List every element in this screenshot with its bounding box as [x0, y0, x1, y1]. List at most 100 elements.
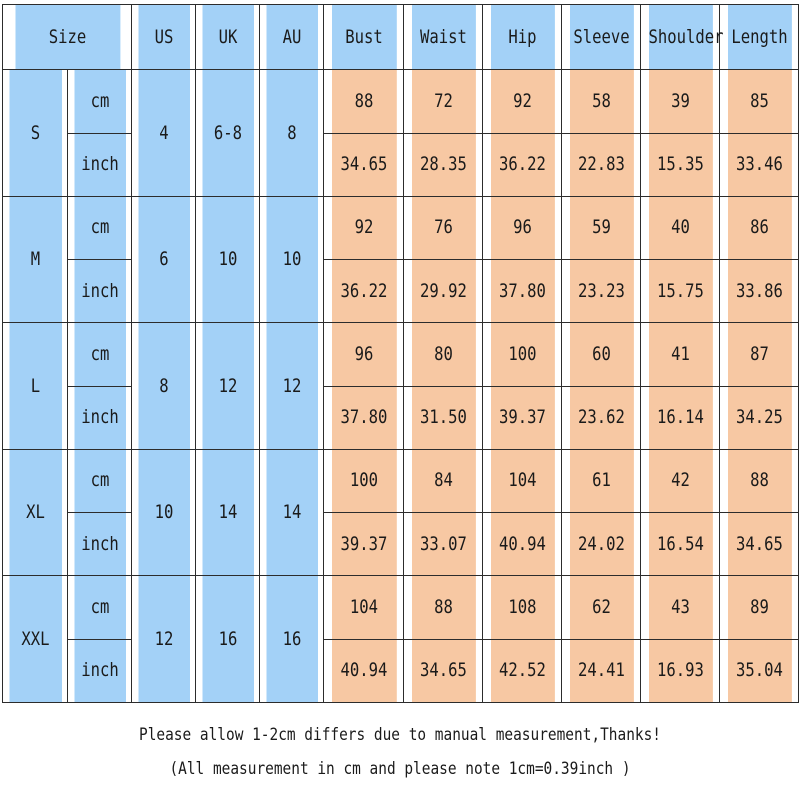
header-bust: Bust — [330, 3, 397, 71]
bust-inch: 37.80 — [330, 385, 397, 450]
header-shoulder: Shoulder — [647, 3, 723, 71]
shoulder-cm: 41 — [647, 322, 713, 387]
size-label: M — [7, 195, 63, 324]
note-line-2: (All measurement in cm and please note 1… — [169, 759, 631, 779]
measurement-note: Please allow 1-2cm differs due to manual… — [0, 704, 800, 800]
us-size: 10 — [136, 448, 191, 577]
length-cm: 87 — [726, 322, 792, 387]
hip-cm: 92 — [489, 69, 555, 134]
size-row-xxl-cm: XXL cm 12 16 16 104 88 108 62 43 89 — [3, 575, 799, 703]
waist-cm: 84 — [410, 448, 476, 514]
au-size: 8 — [264, 69, 319, 197]
sleeve-cm: 59 — [568, 195, 634, 261]
hip-inch: 39.37 — [489, 385, 555, 450]
uk-size: 10 — [200, 195, 255, 324]
length-inch: 33.86 — [726, 259, 792, 324]
unit-inch: inch — [72, 638, 127, 704]
waist-inch: 28.35 — [410, 132, 476, 197]
us-size: 12 — [136, 575, 191, 703]
uk-size: 12 — [200, 322, 255, 450]
size-table: Size US UK AU Bust Waist Hip Sleeve Shou… — [2, 3, 799, 704]
au-size: 12 — [264, 322, 319, 450]
uk-size: 16 — [200, 575, 255, 703]
bust-cm: 100 — [330, 448, 397, 514]
shoulder-inch: 16.93 — [647, 638, 713, 704]
bust-inch: 40.94 — [330, 638, 397, 704]
size-label: L — [7, 322, 63, 450]
us-size: 4 — [136, 69, 191, 197]
size-row-xl-cm: XL cm 10 14 14 100 84 104 61 42 88 — [3, 448, 799, 577]
waist-cm: 80 — [410, 322, 476, 387]
bust-cm: 88 — [330, 69, 397, 134]
length-inch: 35.04 — [726, 638, 792, 704]
length-cm: 89 — [726, 575, 792, 640]
unit-cm: cm — [72, 195, 127, 261]
length-inch: 34.65 — [726, 512, 792, 577]
unit-inch: inch — [72, 259, 127, 324]
header-row: Size US UK AU Bust Waist Hip Sleeve Shou… — [3, 3, 799, 71]
au-size: 10 — [264, 195, 319, 324]
sleeve-inch: 24.02 — [568, 512, 634, 577]
sleeve-cm: 61 — [568, 448, 634, 514]
header-hip: Hip — [489, 3, 555, 71]
bust-cm: 96 — [330, 322, 397, 387]
us-size: 8 — [136, 322, 191, 450]
unit-cm: cm — [72, 575, 127, 640]
size-row-xxl-inch: inch 40.94 34.65 42.52 24.41 16.93 35.04 — [3, 638, 799, 704]
hip-cm: 100 — [489, 322, 555, 387]
hip-cm: 108 — [489, 575, 555, 640]
unit-cm: cm — [72, 69, 127, 134]
shoulder-cm: 42 — [647, 448, 713, 514]
shoulder-inch: 15.35 — [647, 132, 713, 197]
waist-cm: 76 — [410, 195, 476, 261]
size-row-s-inch: inch 34.65 28.35 36.22 22.83 15.35 33.46 — [3, 132, 799, 197]
header-sleeve: Sleeve — [568, 3, 634, 71]
bust-cm: 104 — [330, 575, 397, 640]
sleeve-inch: 23.23 — [568, 259, 634, 324]
waist-cm: 88 — [410, 575, 476, 640]
unit-inch: inch — [72, 132, 127, 197]
sleeve-cm: 62 — [568, 575, 634, 640]
waist-cm: 72 — [410, 69, 476, 134]
length-cm: 86 — [726, 195, 792, 261]
hip-cm: 104 — [489, 448, 555, 514]
shoulder-cm: 43 — [647, 575, 713, 640]
length-cm: 85 — [726, 69, 792, 134]
sleeve-inch: 24.41 — [568, 638, 634, 704]
hip-inch: 37.80 — [489, 259, 555, 324]
waist-inch: 34.65 — [410, 638, 476, 704]
shoulder-inch: 16.54 — [647, 512, 713, 577]
length-inch: 34.25 — [726, 385, 792, 450]
length-inch: 33.46 — [726, 132, 792, 197]
size-label: XXL — [7, 575, 63, 703]
bust-cm: 92 — [330, 195, 397, 261]
hip-inch: 40.94 — [489, 512, 555, 577]
size-row-m-inch: inch 36.22 29.92 37.80 23.23 15.75 33.86 — [3, 259, 799, 324]
note-line-1: Please allow 1-2cm differs due to manual… — [139, 725, 661, 745]
size-label: S — [7, 69, 63, 197]
header-us: US — [136, 3, 191, 71]
uk-size: 14 — [200, 448, 255, 577]
sleeve-inch: 22.83 — [568, 132, 634, 197]
unit-cm: cm — [72, 322, 127, 387]
shoulder-inch: 15.75 — [647, 259, 713, 324]
header-au: AU — [264, 3, 319, 71]
sleeve-inch: 23.62 — [568, 385, 634, 450]
hip-inch: 36.22 — [489, 132, 555, 197]
waist-inch: 31.50 — [410, 385, 476, 450]
shoulder-cm: 39 — [647, 69, 713, 134]
bust-inch: 34.65 — [330, 132, 397, 197]
length-cm: 88 — [726, 448, 792, 514]
bust-inch: 36.22 — [330, 259, 397, 324]
au-size: 16 — [264, 575, 319, 703]
unit-inch: inch — [72, 512, 127, 577]
waist-inch: 29.92 — [410, 259, 476, 324]
header-size: Size — [13, 3, 121, 71]
au-size: 14 — [264, 448, 319, 577]
us-size: 6 — [136, 195, 191, 324]
unit-cm: cm — [72, 448, 127, 514]
header-waist: Waist — [410, 3, 476, 71]
